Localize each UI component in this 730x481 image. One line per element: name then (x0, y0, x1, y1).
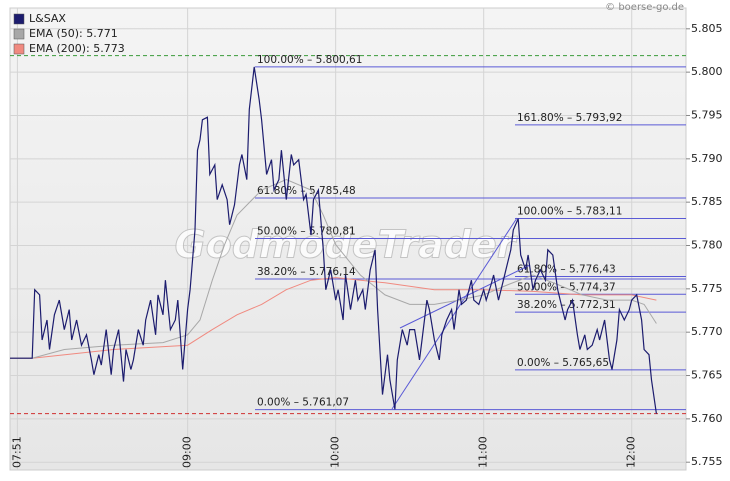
reference-lines (10, 55, 686, 415)
x-tick-label: 10:00 (329, 436, 342, 468)
legend: L&SAX EMA (50): 5.771 EMA (200): 5.773 (13, 12, 125, 55)
legend-swatch (13, 28, 25, 40)
fib-label: 161.80% – 5.793,92 (517, 112, 622, 124)
fib-label: 100.00% – 5.800,61 (257, 54, 362, 66)
legend-label: EMA (50): 5.771 (29, 27, 118, 40)
y-tick-label: 5.800 (691, 65, 723, 78)
legend-swatch (13, 13, 25, 25)
y-tick-label: 5.765 (691, 369, 723, 382)
y-tick-label: 5.790 (691, 152, 723, 165)
y-tick-label: 5.775 (691, 282, 723, 295)
trend-line (391, 217, 518, 410)
trend-line (399, 264, 531, 329)
source: © boerse-go.de (605, 2, 684, 13)
y-tick-label: 5.760 (691, 412, 723, 425)
fib-label: 61.80% – 5.785,48 (257, 185, 356, 197)
y-tick-label: 5.770 (691, 325, 723, 338)
fib-label: 61.80% – 5.776,43 (517, 263, 616, 275)
y-tick-label: 5.755 (691, 455, 723, 468)
x-tick-label: 09:00 (181, 436, 194, 468)
legend-label: EMA (200): 5.773 (29, 42, 125, 55)
fib-label: 50.00% – 5.780,81 (257, 225, 356, 237)
grid (10, 8, 686, 470)
y-tick-label: 5.805 (691, 22, 723, 35)
series-line (10, 277, 657, 359)
series-line (10, 179, 657, 359)
series (10, 66, 657, 414)
fib-label: 0.00% – 5.761,07 (257, 397, 349, 409)
y-tick-label: 5.785 (691, 195, 723, 208)
axes: 5.755 5.760 5.765 5.770 5.775 5.780 5.785 5.790… (10, 22, 722, 468)
x-tick-label: 11:00 (477, 436, 490, 468)
y-tick-label: 5.780 (691, 239, 723, 252)
x-tick-label: 07:51 (10, 436, 23, 468)
plot-area (9, 7, 687, 471)
fib-label: 38.20% – 5.772,31 (517, 299, 616, 311)
fib-label: 50.00% – 5.774,37 (517, 281, 616, 293)
x-tick-label: 12:00 (625, 436, 638, 468)
fib-label: 38.20% – 5.776,14 (257, 266, 356, 278)
fib-label: 0.00% – 5.765,65 (517, 357, 609, 369)
series-line (10, 66, 657, 414)
legend-swatch (13, 43, 25, 55)
legend-label: L&SAX (29, 12, 66, 25)
watermark: GodmodeTrader (174, 223, 517, 267)
fib-label: 100.00% – 5.783,11 (517, 206, 622, 218)
y-tick-label: 5.795 (691, 108, 723, 121)
